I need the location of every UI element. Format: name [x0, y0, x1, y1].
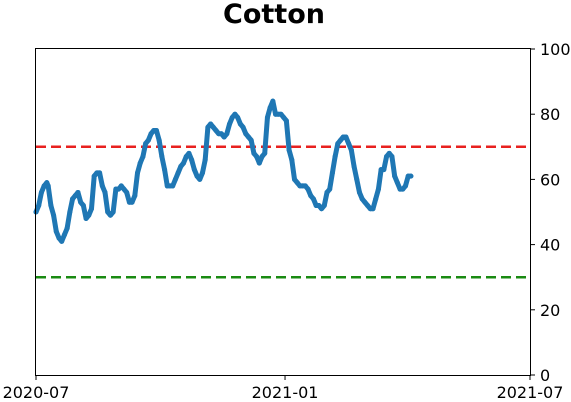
plot-frame: [35, 48, 531, 376]
data-point: [97, 170, 103, 176]
data-point: [102, 189, 108, 195]
x-tick-label: 2021-01: [252, 383, 319, 402]
data-point: [153, 128, 159, 133]
y-tick-label: 20: [540, 301, 560, 320]
data-point: [129, 199, 135, 205]
data-point: [124, 189, 130, 195]
data-point: [227, 121, 233, 127]
data-point: [45, 183, 51, 189]
data-point: [346, 141, 352, 147]
data-point: [36, 202, 42, 208]
data-point: [110, 209, 116, 215]
data-point: [354, 176, 360, 182]
data-point: [199, 170, 205, 176]
y-tick-label: 0: [540, 366, 550, 385]
data-point: [48, 202, 54, 208]
data-point: [51, 212, 57, 218]
data-point: [191, 167, 197, 173]
data-point: [254, 154, 260, 160]
data-point: [172, 176, 178, 182]
data-point: [348, 147, 354, 153]
data-point: [175, 170, 181, 176]
data-point: [310, 196, 316, 202]
data-point: [132, 193, 138, 199]
data-point: [140, 154, 146, 160]
data-point: [38, 189, 44, 195]
data-point: [202, 157, 208, 163]
data-point: [248, 137, 254, 143]
data-point: [389, 154, 395, 160]
data-point: [321, 202, 327, 208]
data-point: [351, 163, 357, 169]
data-point: [53, 229, 59, 235]
data-point: [170, 183, 176, 189]
data-point: [394, 180, 400, 186]
plot-area: [33, 98, 530, 279]
y-tick-label: 80: [540, 105, 560, 124]
data-point: [402, 183, 408, 189]
data-point: [64, 225, 70, 231]
data-point: [88, 206, 94, 212]
data-point: [392, 173, 398, 179]
data-point: [59, 238, 65, 244]
x-tick-label: 2020-07: [3, 383, 70, 402]
data-point: [375, 186, 381, 192]
data-point: [156, 137, 162, 143]
data-point: [80, 202, 86, 208]
data-point: [135, 170, 141, 176]
data-point: [162, 167, 168, 173]
data-point: [145, 137, 151, 143]
data-point: [408, 173, 414, 179]
data-point: [75, 189, 81, 195]
data-point: [186, 150, 192, 156]
data-point: [181, 160, 187, 166]
data-point: [356, 189, 362, 195]
y-tick-label: 40: [540, 236, 560, 255]
data-point: [267, 105, 273, 111]
y-tick-label: 100: [540, 40, 571, 59]
data-point: [264, 114, 270, 120]
data-point: [67, 209, 73, 215]
data-point: [370, 206, 376, 212]
data-point: [61, 232, 67, 238]
data-point: [224, 131, 230, 137]
data-point: [343, 134, 349, 140]
data-point: [86, 212, 92, 218]
y-tick-label: 60: [540, 170, 560, 189]
data-point: [332, 154, 338, 160]
data-point: [262, 150, 268, 156]
data-point: [240, 124, 246, 130]
data-point: [305, 186, 311, 192]
data-point: [270, 98, 276, 104]
axes: 0 20 40 60 80 100 2020-07 2021-01 2021-07: [3, 40, 571, 402]
chart-title: Cotton: [223, 0, 325, 30]
data-point: [256, 160, 262, 166]
data-point: [197, 176, 203, 182]
data-point: [327, 186, 333, 192]
data-point: [235, 114, 241, 120]
data-point: [289, 157, 295, 163]
data-point: [381, 167, 387, 173]
series-line: [33, 98, 414, 244]
data-point: [286, 147, 292, 153]
data-point: [137, 160, 143, 166]
data-point: [283, 118, 289, 124]
data-point: [189, 157, 195, 163]
data-point: [329, 170, 335, 176]
data-point: [373, 196, 379, 202]
x-tick-label: 2021-07: [497, 383, 564, 402]
data-point: [159, 154, 165, 160]
data-point: [99, 183, 105, 189]
